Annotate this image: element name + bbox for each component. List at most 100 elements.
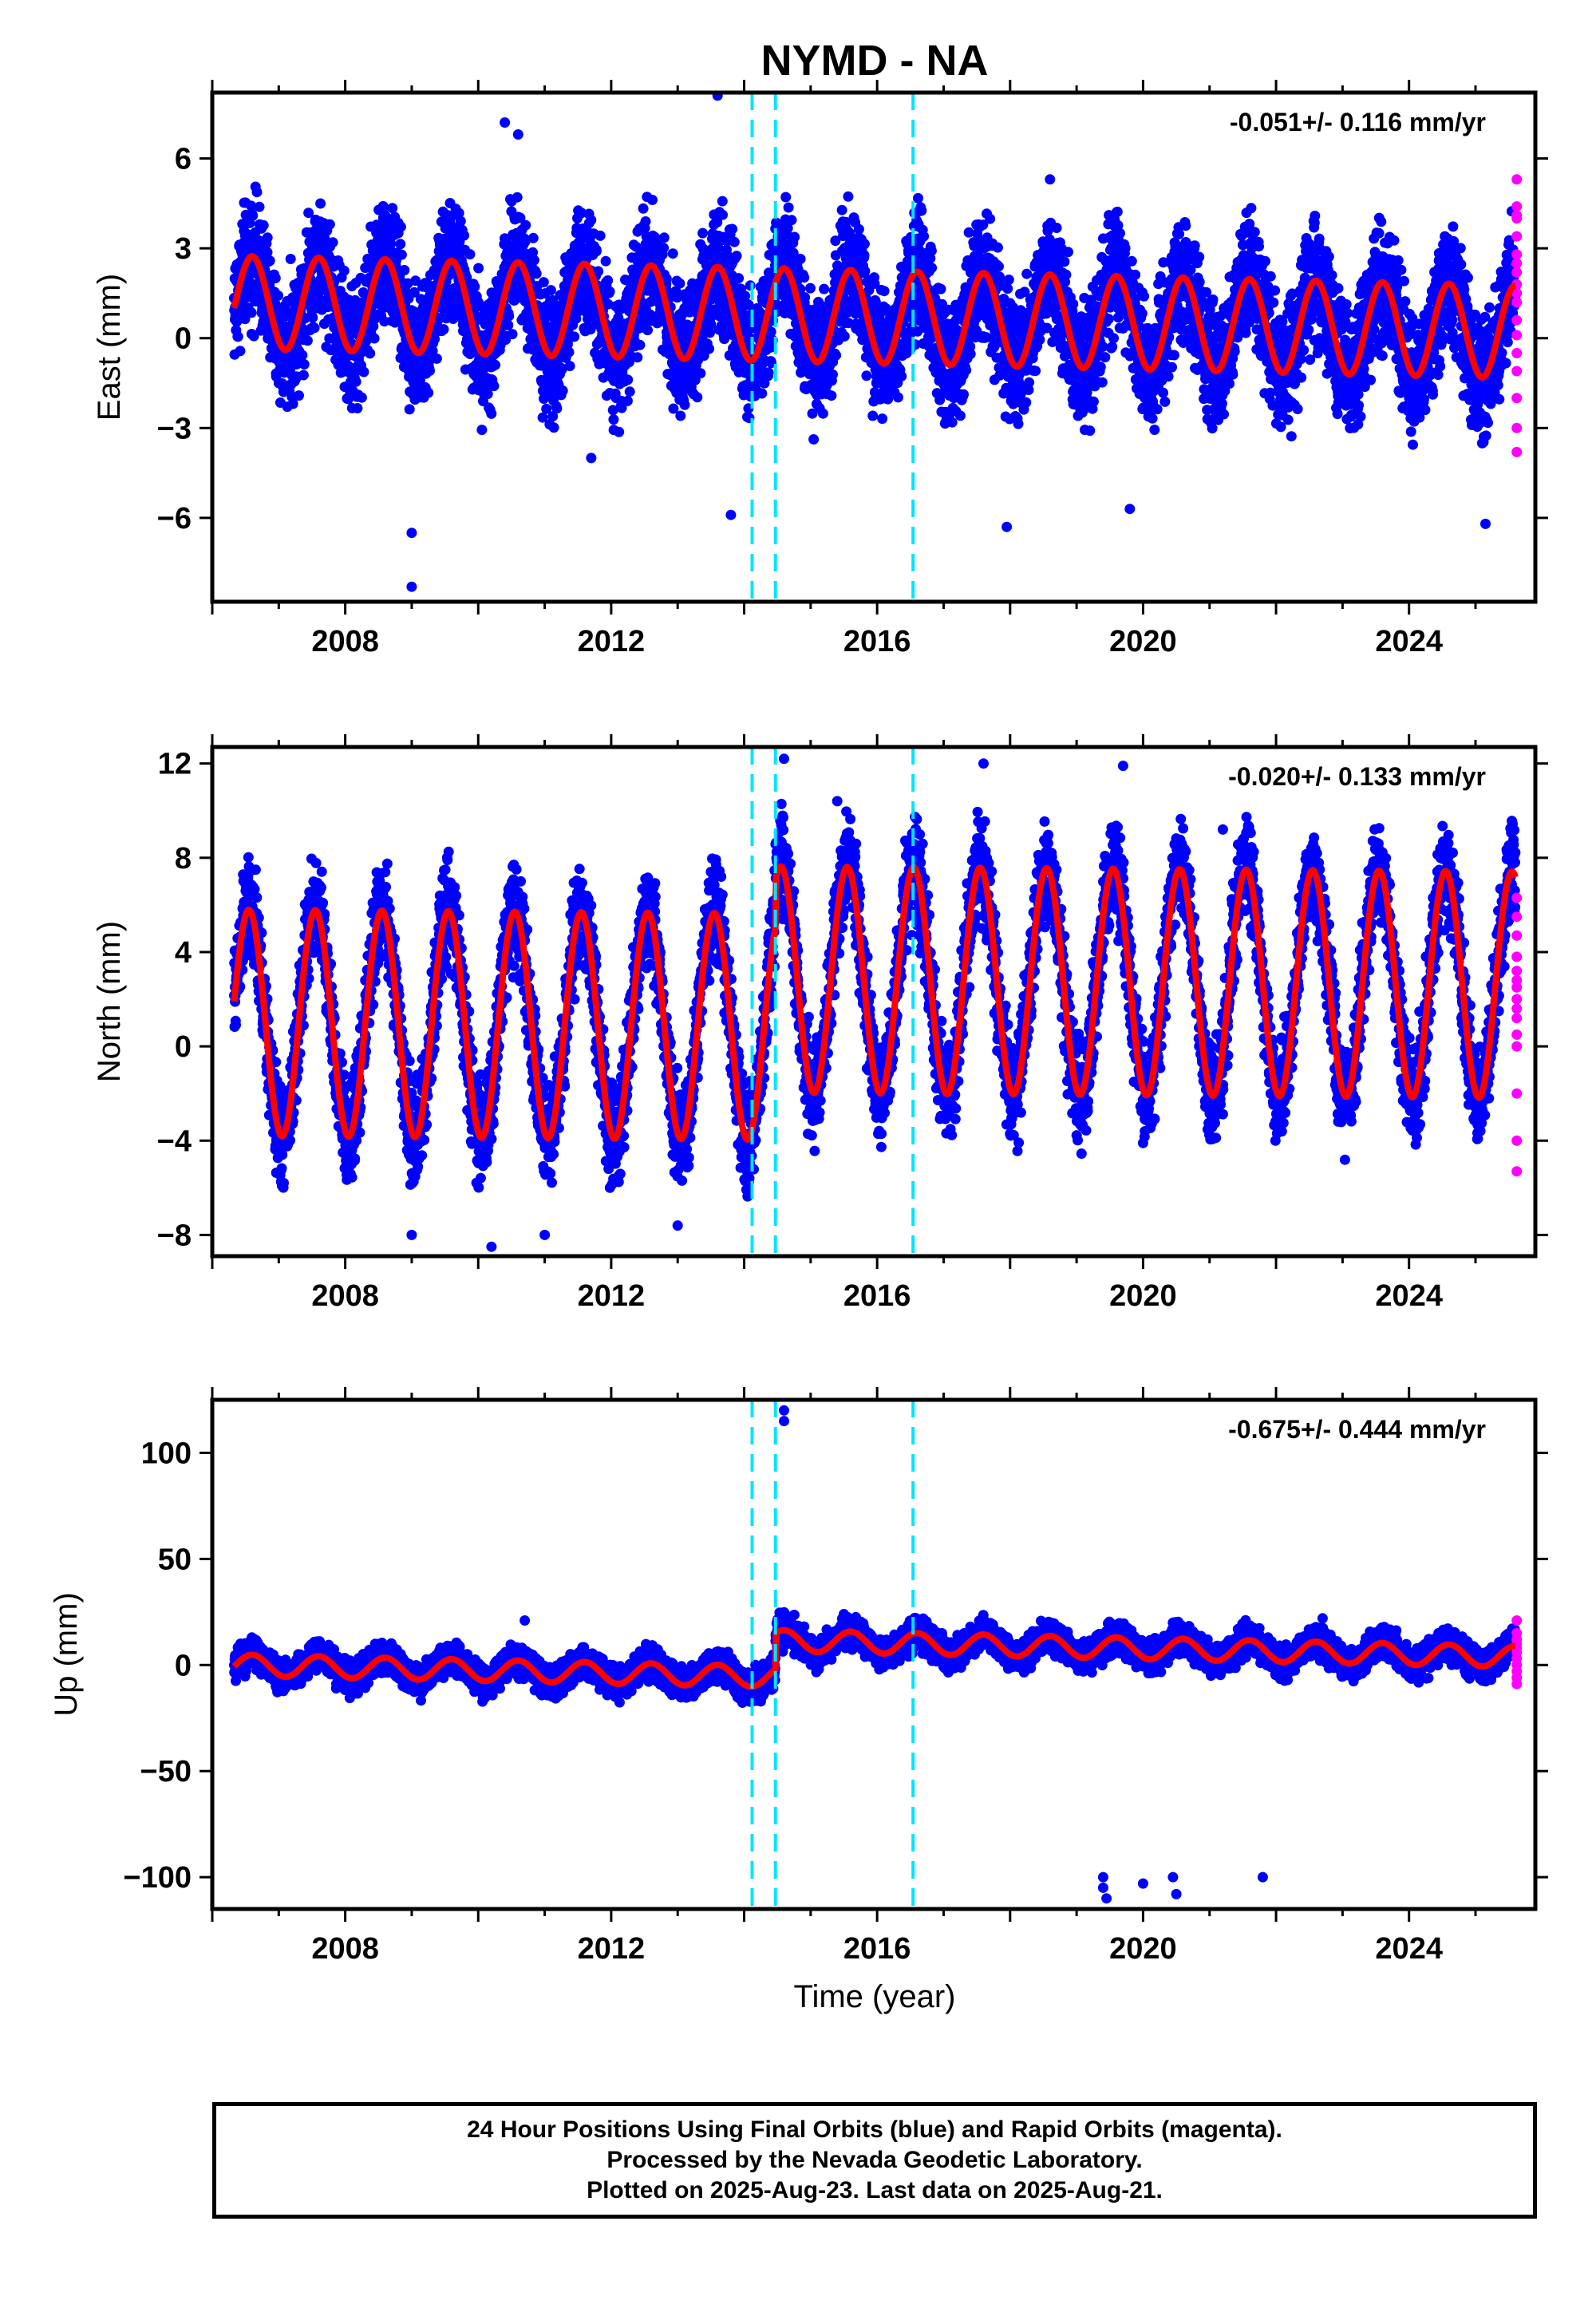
data-point xyxy=(520,219,531,231)
data-point xyxy=(327,237,338,248)
data-point xyxy=(453,207,464,219)
data-point xyxy=(1108,333,1119,344)
data-point xyxy=(614,426,625,437)
data-point xyxy=(729,236,740,247)
data-point xyxy=(399,265,410,275)
data-point xyxy=(270,273,281,283)
data-point xyxy=(958,389,969,400)
data-point xyxy=(638,203,649,214)
data-point xyxy=(251,187,263,198)
data-point xyxy=(697,227,709,239)
data-point xyxy=(377,200,389,211)
data-point xyxy=(1126,255,1137,267)
data-point xyxy=(527,232,539,243)
data-point xyxy=(315,198,326,209)
data-point xyxy=(839,330,850,342)
data-point xyxy=(1063,247,1073,258)
data-point xyxy=(409,287,420,298)
data-point xyxy=(324,219,335,230)
data-point xyxy=(600,255,611,267)
data-point xyxy=(1084,425,1096,437)
data-point xyxy=(1059,256,1070,267)
data-point xyxy=(1120,243,1131,254)
data-point xyxy=(232,331,243,342)
data-point xyxy=(622,395,633,406)
data-point xyxy=(1130,269,1141,280)
data-point xyxy=(642,325,653,336)
data-point xyxy=(717,209,728,220)
data-point xyxy=(482,389,493,400)
data-point xyxy=(557,385,568,396)
data-point xyxy=(1095,362,1106,373)
data-point xyxy=(667,248,678,259)
data-point xyxy=(512,192,523,203)
data-point xyxy=(404,404,415,415)
data-point xyxy=(1003,275,1014,285)
data-point xyxy=(799,272,810,283)
data-point xyxy=(757,388,768,399)
data-point xyxy=(954,410,966,421)
data-point xyxy=(896,370,907,381)
data-point xyxy=(387,203,398,214)
data-point xyxy=(431,353,442,364)
data-point xyxy=(604,286,615,297)
data-point xyxy=(262,247,273,258)
data-point xyxy=(640,216,651,227)
data-point xyxy=(1107,342,1118,352)
data-point xyxy=(298,359,310,370)
data-point xyxy=(246,307,257,318)
data-point xyxy=(624,386,635,397)
data-point xyxy=(545,285,556,296)
data-point xyxy=(692,392,703,403)
data-point xyxy=(490,359,501,370)
data-point xyxy=(1030,366,1041,377)
data-point xyxy=(365,348,376,359)
data-point xyxy=(297,350,308,361)
data-point xyxy=(795,254,806,264)
data-point xyxy=(745,280,756,291)
data-point xyxy=(926,263,938,274)
data-point xyxy=(647,195,658,205)
data-point xyxy=(455,215,466,227)
data-point xyxy=(1115,227,1125,239)
data-point xyxy=(248,330,259,342)
data-point xyxy=(727,223,738,235)
data-point xyxy=(892,392,903,403)
data-point xyxy=(992,242,1003,253)
data-point xyxy=(831,350,842,361)
data-point xyxy=(531,268,542,279)
data-point xyxy=(926,245,937,256)
data-point xyxy=(235,346,246,357)
data-point xyxy=(361,336,372,347)
data-point xyxy=(843,191,854,202)
data-point xyxy=(819,283,830,294)
data-point xyxy=(853,223,864,235)
data-point xyxy=(395,239,406,250)
data-point xyxy=(459,230,470,241)
data-point xyxy=(287,398,298,409)
data-point xyxy=(1051,223,1062,233)
data-point xyxy=(1021,397,1032,408)
data-point xyxy=(1061,269,1072,280)
data-point xyxy=(507,329,518,340)
data-point xyxy=(1002,283,1013,294)
data-point xyxy=(488,381,500,392)
data-point xyxy=(879,286,890,297)
data-point xyxy=(352,403,363,413)
data-point xyxy=(800,292,811,303)
data-point xyxy=(307,312,318,323)
data-point xyxy=(704,343,715,354)
data-point xyxy=(473,263,484,274)
data-point xyxy=(916,205,927,216)
data-point xyxy=(591,246,602,257)
data-point xyxy=(264,255,275,267)
data-point xyxy=(395,221,406,232)
data-point xyxy=(527,247,539,258)
data-point xyxy=(961,365,972,376)
data-point xyxy=(675,410,686,421)
data-point xyxy=(634,339,646,350)
data-point xyxy=(427,346,438,357)
data-point xyxy=(836,204,847,215)
data-point xyxy=(429,334,440,345)
